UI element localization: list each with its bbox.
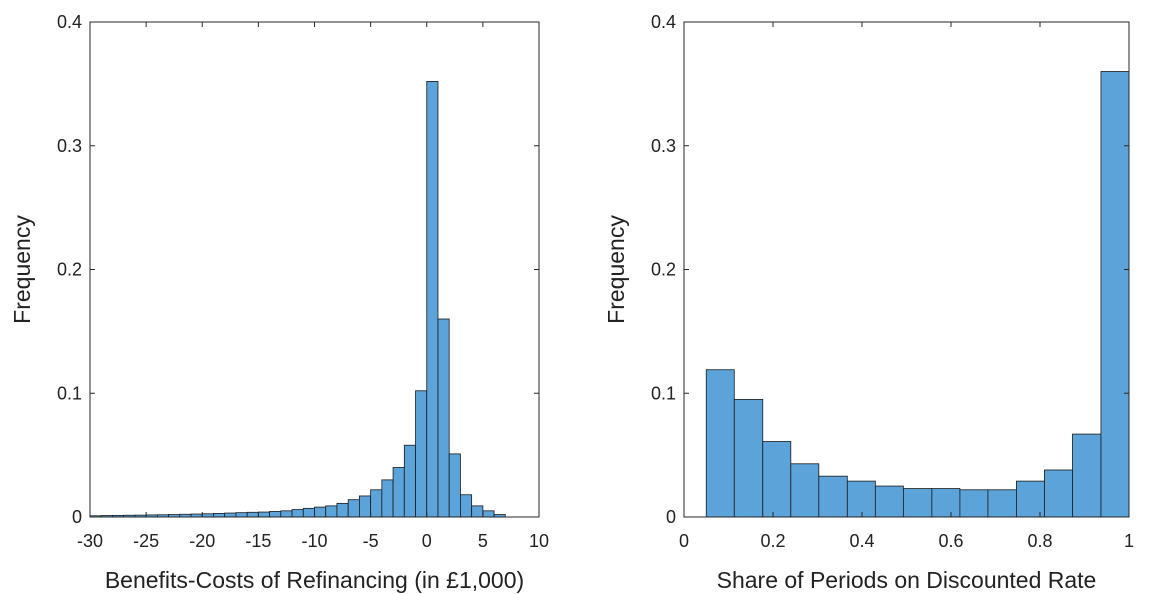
bar bbox=[482, 510, 495, 518]
bar bbox=[381, 479, 394, 518]
bar bbox=[1044, 469, 1073, 518]
bar bbox=[1100, 71, 1130, 518]
y-tick-label: 0.3 bbox=[651, 136, 676, 156]
x-tick-label: 0.6 bbox=[938, 531, 963, 551]
bar bbox=[818, 475, 848, 518]
bar bbox=[762, 441, 792, 518]
bar bbox=[733, 399, 764, 518]
bar bbox=[1016, 480, 1045, 518]
y-axis-label: Frequency bbox=[9, 215, 35, 324]
y-tick-label: 0 bbox=[666, 507, 676, 527]
bar bbox=[392, 467, 405, 518]
y-tick-label: 0.1 bbox=[57, 383, 82, 403]
y-tick-label: 0.1 bbox=[651, 383, 676, 403]
bar bbox=[790, 463, 820, 518]
bar bbox=[235, 512, 248, 518]
x-tick-label: 0 bbox=[679, 531, 689, 551]
bar bbox=[224, 512, 237, 518]
bar bbox=[705, 369, 735, 518]
bar bbox=[448, 453, 461, 518]
x-tick-label: -15 bbox=[245, 531, 271, 551]
x-tick-label: 5 bbox=[478, 531, 488, 551]
x-tick-label: 10 bbox=[529, 531, 549, 551]
bar bbox=[280, 510, 293, 518]
bar bbox=[471, 505, 484, 518]
y-tick-label: 0.2 bbox=[57, 260, 82, 280]
bar bbox=[370, 489, 383, 518]
bar bbox=[358, 495, 372, 518]
bar bbox=[257, 511, 271, 518]
bar bbox=[426, 81, 439, 518]
bar bbox=[959, 489, 989, 518]
x-tick-label: 0.4 bbox=[849, 531, 874, 551]
bar bbox=[347, 499, 360, 518]
bar bbox=[314, 506, 327, 518]
x-tick-label: 0.2 bbox=[760, 531, 785, 551]
bar bbox=[246, 511, 259, 518]
y-tick-label: 0.3 bbox=[57, 136, 82, 156]
x-tick-label: -10 bbox=[301, 531, 327, 551]
x-tick-label: -20 bbox=[189, 531, 215, 551]
bar bbox=[931, 488, 961, 518]
bar bbox=[437, 318, 450, 518]
y-axis-label: Frequency bbox=[603, 215, 629, 324]
x-tick-label: -25 bbox=[133, 531, 159, 551]
x-tick-label: 0 bbox=[422, 531, 432, 551]
bar bbox=[1072, 433, 1102, 518]
bar bbox=[987, 489, 1017, 518]
bar bbox=[874, 485, 904, 518]
y-tick-label: 0.4 bbox=[651, 12, 676, 32]
x-tick-label: -5 bbox=[363, 531, 379, 551]
bar bbox=[846, 480, 876, 518]
x-axis-label: Share of Periods on Discounted Rate bbox=[717, 567, 1097, 593]
bar bbox=[269, 511, 282, 518]
bar bbox=[403, 444, 416, 518]
y-tick-label: 0.2 bbox=[651, 260, 676, 280]
x-tick-label: -30 bbox=[77, 531, 103, 551]
bar bbox=[902, 488, 933, 518]
bar bbox=[213, 513, 226, 518]
y-tick-label: 0 bbox=[72, 507, 82, 527]
bar bbox=[460, 494, 473, 518]
x-axis-label: Benefits-Costs of Refinancing (in £1,000… bbox=[105, 567, 524, 593]
bar bbox=[302, 507, 315, 518]
bar bbox=[415, 390, 428, 518]
bar bbox=[336, 502, 349, 518]
bar bbox=[325, 505, 338, 518]
x-tick-label: 0.8 bbox=[1027, 531, 1052, 551]
y-tick-label: 0.4 bbox=[57, 12, 82, 32]
x-tick-label: 1 bbox=[1124, 531, 1134, 551]
axes-box bbox=[89, 21, 540, 518]
bar bbox=[291, 509, 304, 518]
